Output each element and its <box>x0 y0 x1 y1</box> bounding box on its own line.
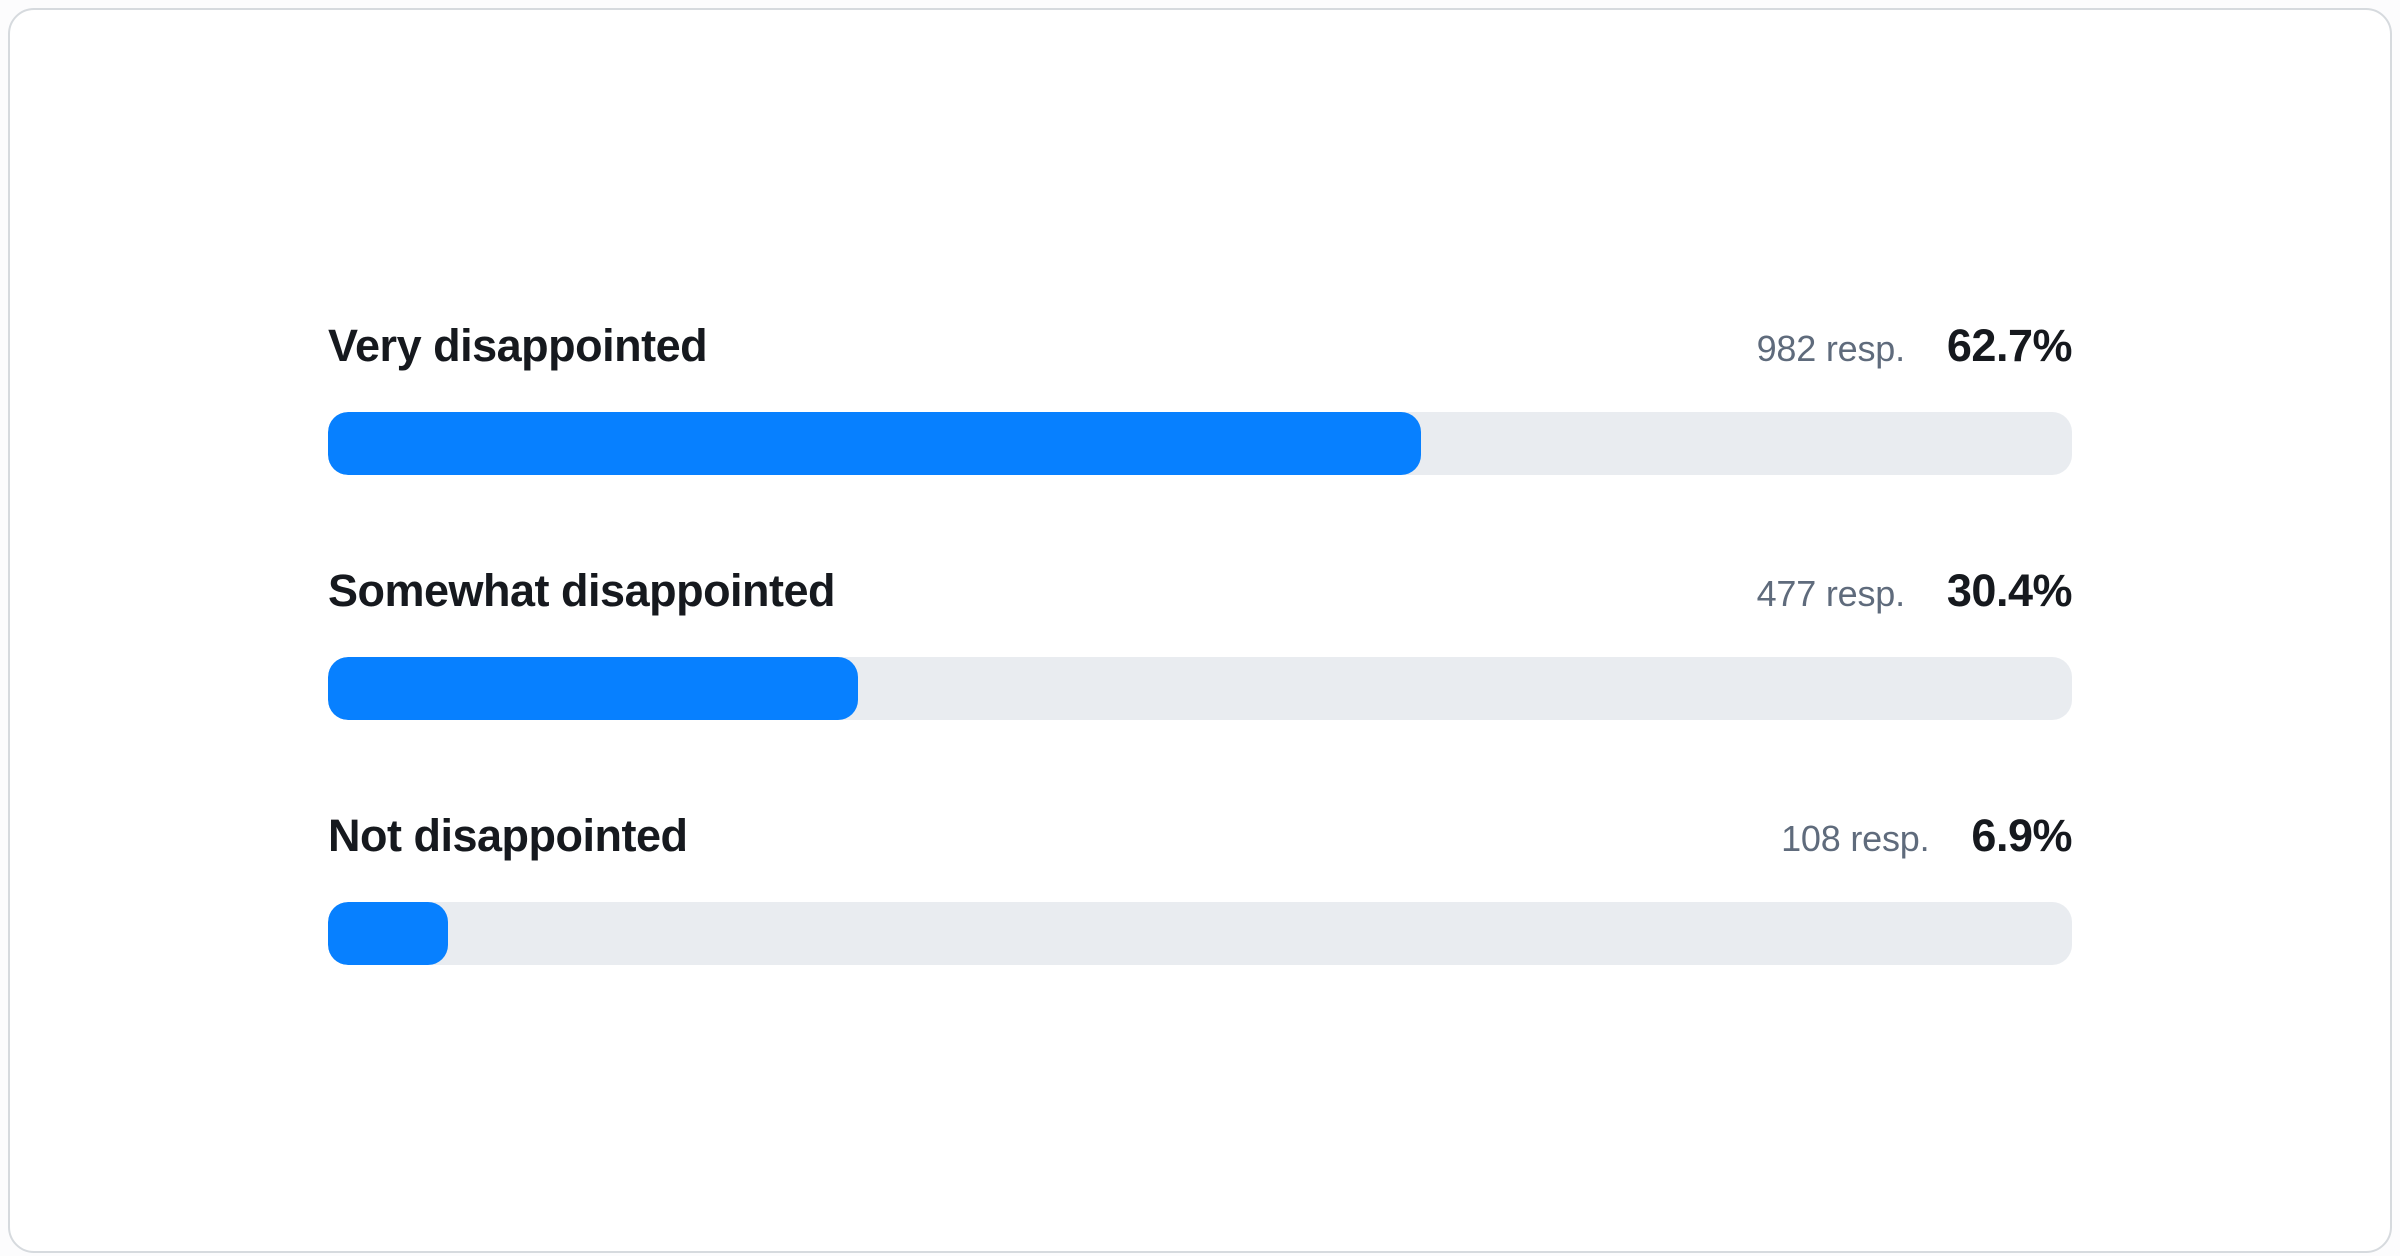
result-row-not-disappointed: Not disappointed 108 resp. 6.9% <box>328 812 2072 965</box>
row-stats: 108 resp. 6.9% <box>1781 812 2072 863</box>
bar-track <box>328 657 2072 720</box>
disappointment-bar-chart: Very disappointed 982 resp. 62.7% Somewh… <box>328 320 2073 965</box>
answer-label: Somewhat disappointed <box>328 565 836 616</box>
bar-fill <box>328 657 859 720</box>
percent-value: 30.4% <box>1946 565 2073 616</box>
row-stats: 982 resp. 62.7% <box>1756 320 2073 373</box>
answer-label: Very disappointed <box>328 320 708 371</box>
bar-fill <box>328 412 1422 475</box>
row-header: Not disappointed 108 resp. 6.9% <box>328 812 2072 860</box>
percent-value: 62.7% <box>1946 320 2073 371</box>
answer-label: Not disappointed <box>328 810 688 861</box>
response-count: 477 resp. <box>1756 573 1906 614</box>
result-row-very-disappointed: Very disappointed 982 resp. 62.7% <box>328 320 2073 475</box>
response-count: 108 resp. <box>1781 818 1930 859</box>
bar-track <box>328 412 2072 475</box>
row-stats: 477 resp. 30.4% <box>1756 565 2073 618</box>
row-header: Very disappointed 982 resp. 62.7% <box>328 320 2073 373</box>
result-row-somewhat-disappointed: Somewhat disappointed 477 resp. 30.4% <box>328 565 2073 720</box>
bar-fill <box>328 902 449 965</box>
bar-track <box>328 902 2072 965</box>
row-header: Somewhat disappointed 477 resp. 30.4% <box>328 565 2073 618</box>
percent-value: 6.9% <box>1971 810 2072 861</box>
survey-results-card: Very disappointed 982 resp. 62.7% Somewh… <box>8 8 2392 1253</box>
response-count: 982 resp. <box>1756 328 1906 369</box>
